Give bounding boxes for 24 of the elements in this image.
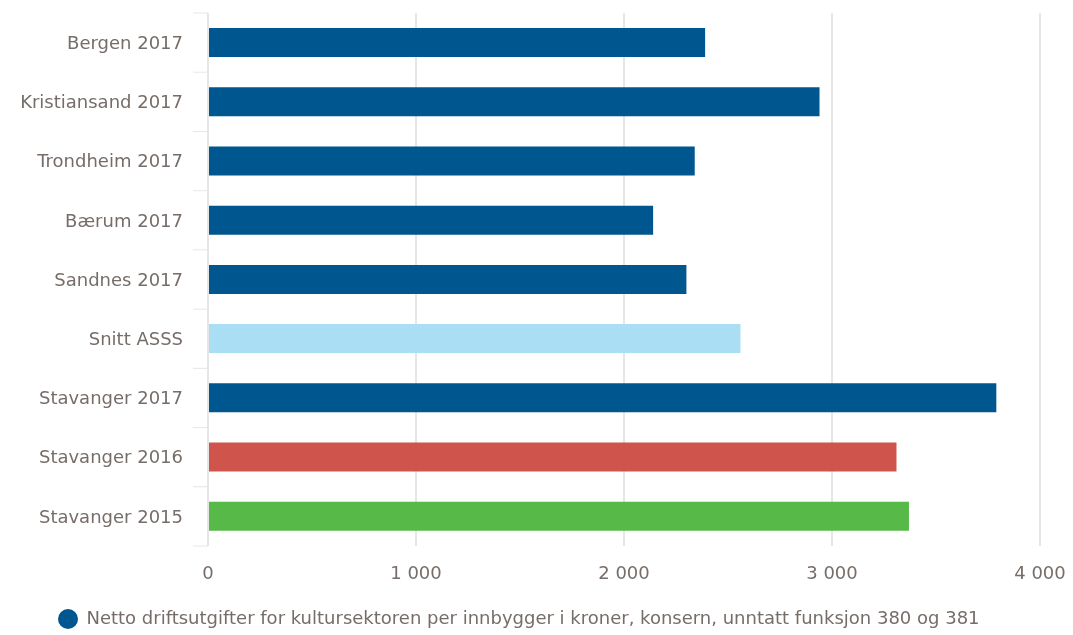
y-tick-label: Stavanger 2017	[38, 387, 183, 409]
bar	[208, 324, 741, 354]
bar	[208, 442, 897, 472]
y-tick-label: Bergen 2017	[67, 31, 183, 53]
y-tick-label: Bærum 2017	[65, 209, 183, 231]
bar	[208, 205, 654, 235]
x-tick-label: 1 000	[390, 561, 442, 583]
x-tick-label: 3 000	[806, 561, 858, 583]
y-tick-label: Stavanger 2015	[38, 505, 183, 527]
bar	[208, 87, 820, 117]
bar	[208, 264, 687, 294]
y-tick-label: Sandnes 2017	[54, 268, 183, 290]
y-tick-label: Kristiansand 2017	[20, 91, 183, 113]
x-tick-label: 2 000	[598, 561, 650, 583]
x-tick-label: 0	[202, 561, 214, 583]
legend-label: Netto driftsutgifter for kultursektoren per innbygger i kroner, konsern, unntatt funksjon 380 og 381	[86, 607, 980, 628]
y-tick-label: Trondheim 2017	[36, 150, 183, 172]
bar	[208, 383, 997, 413]
y-tick-label: Stavanger 2016	[38, 446, 183, 468]
y-tick-label: Snitt ASSS	[88, 328, 183, 350]
bar	[208, 146, 695, 176]
x-tick-label: 4 000	[1014, 561, 1066, 583]
bar	[208, 501, 909, 531]
bar	[208, 28, 706, 57]
